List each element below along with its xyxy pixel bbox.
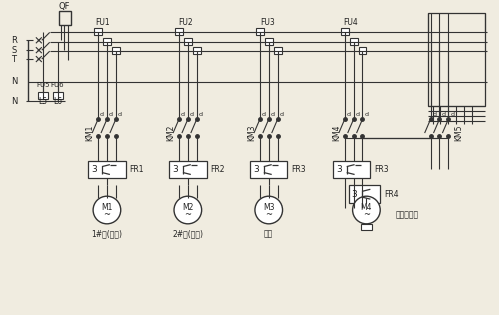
Text: FR2: FR2 <box>211 165 225 174</box>
Text: 3: 3 <box>352 190 357 199</box>
Text: ~: ~ <box>265 210 272 220</box>
Text: ~: ~ <box>184 210 191 220</box>
Bar <box>349 185 380 203</box>
Text: d: d <box>356 112 360 117</box>
Bar <box>38 92 48 99</box>
Text: FU1: FU1 <box>95 18 110 27</box>
Text: d: d <box>364 112 368 117</box>
Text: 3: 3 <box>91 165 97 174</box>
Text: 3: 3 <box>172 165 178 174</box>
Text: M2: M2 <box>182 203 194 212</box>
Bar <box>341 28 349 35</box>
Text: d: d <box>279 112 283 117</box>
Text: L5: L5 <box>38 97 47 106</box>
Text: FU3: FU3 <box>260 18 274 27</box>
Text: KM1: KM1 <box>85 124 94 140</box>
Text: d: d <box>190 112 194 117</box>
Text: L6: L6 <box>53 97 62 106</box>
Text: d: d <box>109 112 113 117</box>
Text: N: N <box>11 77 17 86</box>
Bar <box>265 38 272 45</box>
Text: d: d <box>347 112 351 117</box>
Text: R: R <box>11 36 17 45</box>
Bar <box>350 38 358 45</box>
Text: M4: M4 <box>361 203 372 212</box>
Text: FU2: FU2 <box>178 18 193 27</box>
Text: FR1: FR1 <box>130 165 144 174</box>
Text: FR3: FR3 <box>291 165 306 174</box>
Text: d: d <box>181 112 185 117</box>
Bar <box>184 38 192 45</box>
Bar <box>103 38 111 45</box>
Bar <box>273 47 281 54</box>
Text: M1: M1 <box>101 203 113 212</box>
Circle shape <box>353 196 380 224</box>
Text: 2#泵(清水): 2#泵(清水) <box>172 229 203 238</box>
Text: d: d <box>199 112 203 117</box>
Bar <box>175 28 183 35</box>
Bar <box>256 28 264 35</box>
Text: FU4: FU4 <box>344 18 358 27</box>
Circle shape <box>93 196 121 224</box>
Text: M3: M3 <box>263 203 274 212</box>
Text: d: d <box>433 112 437 117</box>
Bar <box>169 161 207 178</box>
Text: d: d <box>271 112 275 117</box>
Bar <box>94 28 102 35</box>
Text: d: d <box>450 112 454 117</box>
Text: d: d <box>442 112 446 117</box>
Text: 1#泵(污水): 1#泵(污水) <box>91 229 122 238</box>
Text: N: N <box>11 97 17 106</box>
Text: KM5: KM5 <box>454 124 463 141</box>
Text: d: d <box>100 112 104 117</box>
Text: FU5: FU5 <box>36 82 49 88</box>
Text: QF: QF <box>59 2 70 11</box>
Text: T: T <box>11 54 16 64</box>
Text: S: S <box>11 46 16 55</box>
Text: FU6: FU6 <box>51 82 64 88</box>
Text: 风机: 风机 <box>264 229 273 238</box>
Text: FR3: FR3 <box>374 165 389 174</box>
Text: d: d <box>262 112 266 117</box>
Circle shape <box>255 196 282 224</box>
Bar <box>193 47 201 54</box>
Text: 3: 3 <box>336 165 342 174</box>
Bar <box>360 224 372 230</box>
Bar <box>53 92 62 99</box>
Text: KM3: KM3 <box>247 124 256 141</box>
Text: d: d <box>118 112 122 117</box>
Text: 3: 3 <box>253 165 259 174</box>
Text: KM4: KM4 <box>332 124 341 141</box>
Text: ~: ~ <box>363 210 370 220</box>
Bar <box>333 161 370 178</box>
Text: FR4: FR4 <box>384 190 399 199</box>
Text: KM2: KM2 <box>166 124 175 140</box>
Bar <box>88 161 126 178</box>
Text: 阀门电动机: 阀门电动机 <box>396 210 419 220</box>
Text: ~: ~ <box>103 210 110 220</box>
Bar <box>58 11 71 25</box>
Circle shape <box>174 196 202 224</box>
Bar <box>112 47 120 54</box>
Bar <box>428 13 485 106</box>
Bar <box>358 47 366 54</box>
Bar <box>250 161 287 178</box>
